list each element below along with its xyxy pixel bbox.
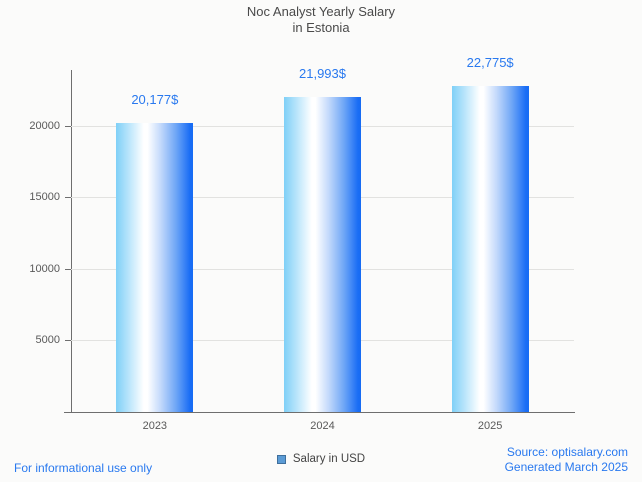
legend-swatch-icon	[276, 455, 286, 464]
x-axis-tick-label-2024: 2024	[310, 420, 335, 432]
y-axis-tick-mark	[65, 268, 71, 270]
x-axis-tick-label-2025: 2025	[477, 420, 503, 432]
bar-2024[interactable]	[284, 97, 361, 412]
y-axis-tick-mark	[65, 125, 71, 127]
source-line: Source: optisalary.com	[506, 445, 628, 459]
y-axis-tick-label: 5000	[35, 334, 60, 347]
source-attribution: Source: optisalary.com Generated March 2…	[505, 445, 628, 475]
x-axis-line	[64, 412, 575, 413]
y-axis-tick-label: 20000	[29, 119, 60, 132]
y-axis-tick-label: 10000	[29, 262, 60, 275]
legend-item-label: Salary in USD	[292, 453, 366, 465]
y-axis-tick-label: 15000	[29, 191, 60, 204]
chart-title-line-1: Noc Analyst Yearly Salary	[246, 4, 396, 19]
chart-title-line-2: in Estonia	[292, 20, 350, 35]
value-label-2024: 21,993$	[299, 66, 346, 82]
x-axis-tick-label-2023: 2023	[142, 420, 168, 432]
chart-legend[interactable]: Salary in USD	[0, 453, 642, 466]
bar-2025[interactable]	[451, 86, 529, 412]
generated-date-line: Generated March 2025	[504, 460, 628, 474]
value-label-2023: 20,177$	[131, 92, 179, 108]
disclaimer-text: For informational use only	[14, 461, 153, 475]
y-axis-tick-mark	[65, 340, 71, 342]
value-label-2025: 22,775$	[466, 55, 514, 71]
y-axis-line	[71, 70, 72, 413]
bar-2023[interactable]	[116, 123, 194, 412]
chart-title: Noc Analyst Yearly Salary in Estonia	[0, 4, 642, 36]
plot-area	[65, 70, 574, 412]
y-axis-tick-mark	[65, 197, 71, 199]
